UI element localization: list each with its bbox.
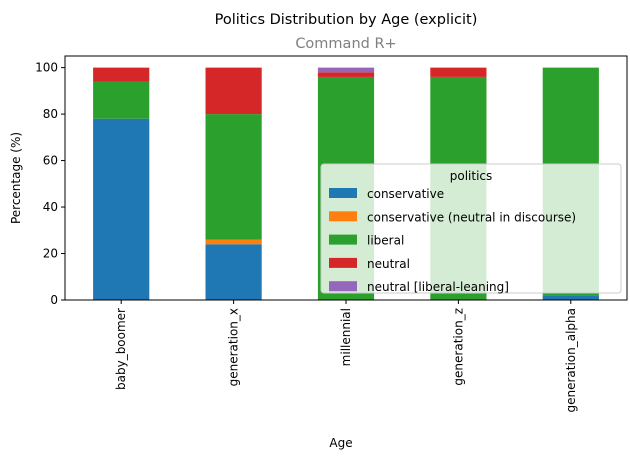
y-tick-label: 0 — [50, 293, 58, 307]
bar-segment-generation_x-1 — [206, 240, 262, 245]
bar-segment-baby_boomer-3 — [93, 68, 149, 82]
chart-subtitle: Command R+ — [295, 36, 396, 52]
x-axis-label: Age — [329, 436, 352, 450]
legend-swatch — [329, 188, 357, 198]
y-tick-label: 20 — [43, 247, 58, 261]
legend-box — [321, 164, 621, 293]
chart-title: Politics Distribution by Age (explicit) — [215, 12, 478, 28]
x-axis: baby_boomer generation_x millennial generat… — [114, 300, 578, 413]
x-tick-label: baby_boomer — [114, 308, 128, 390]
legend: politics conservative conservative (neutr… — [321, 164, 621, 294]
bar-segment-millennial-4 — [318, 68, 374, 73]
y-tick-label: 80 — [43, 107, 58, 121]
x-tick-label: millennial — [339, 308, 353, 366]
legend-swatch — [329, 258, 357, 268]
x-tick-label: generation_z — [451, 308, 465, 386]
bar-segment-baby_boomer-2 — [93, 82, 149, 119]
legend-swatch — [329, 235, 357, 245]
bar-segment-generation_x-0 — [206, 244, 262, 300]
x-tick-label: generation_x — [227, 308, 241, 386]
bar-segment-generation_z-3 — [430, 68, 486, 77]
y-axis: 0 20 40 60 80 100 — [35, 61, 65, 307]
y-axis-label: Percentage (%) — [9, 132, 23, 224]
bar-segment-generation_x-2 — [206, 114, 262, 239]
legend-label: conservative — [367, 187, 444, 201]
y-tick-label: 100 — [35, 61, 58, 75]
bar-segment-millennial-3 — [318, 72, 374, 77]
bar-segment-generation_alpha-0 — [543, 295, 599, 300]
legend-label: conservative (neutral in discourse) — [367, 210, 576, 224]
y-tick-label: 60 — [43, 154, 58, 168]
legend-label: liberal — [367, 234, 404, 248]
legend-title: politics — [450, 169, 493, 183]
legend-swatch — [329, 281, 357, 291]
legend-label: neutral [liberal-leaning] — [367, 280, 509, 294]
bar-segment-baby_boomer-0 — [93, 119, 149, 300]
y-tick-label: 40 — [43, 200, 58, 214]
x-tick-label: generation_alpha — [564, 308, 578, 413]
legend-swatch — [329, 211, 357, 221]
legend-label: neutral — [367, 257, 410, 271]
bar-segment-generation_x-3 — [206, 68, 262, 114]
